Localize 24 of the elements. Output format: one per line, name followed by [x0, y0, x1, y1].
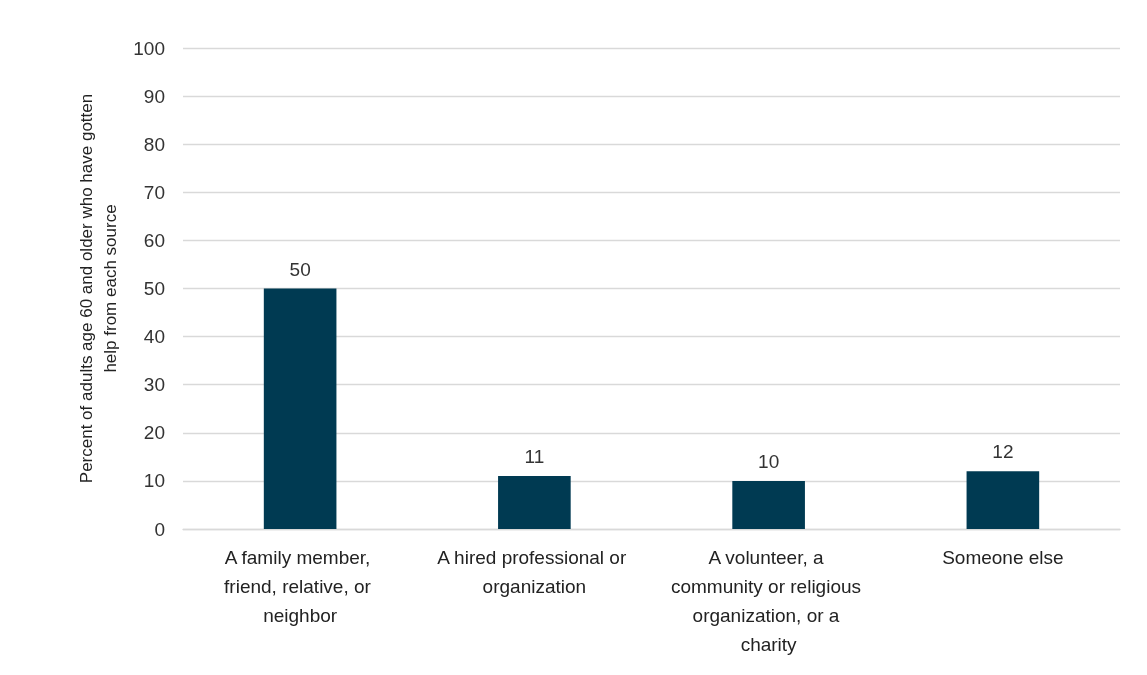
data-label: 11 [524, 446, 545, 468]
x-tick-label: A volunteer, a community or religious organization, or a charity [670, 547, 867, 655]
data-label: 10 [758, 450, 780, 472]
x-tick-label: Someone else [942, 547, 1064, 568]
y-tick-label: 80 [143, 133, 165, 155]
y-tick-label: 70 [143, 181, 165, 203]
bar [732, 480, 805, 529]
bar [498, 476, 571, 529]
y-axis-title: Percent of adults age 60 and older who have gotten help from each source [76, 93, 120, 484]
y-tick-label: 90 [143, 85, 165, 107]
y-tick-label: 60 [143, 229, 165, 251]
bar [263, 288, 337, 529]
y-tick-label: 50 [143, 278, 165, 299]
y-tick-label: 40 [143, 326, 165, 348]
y-tick-label: 100 [133, 37, 165, 59]
y-tick-label: 30 [143, 374, 165, 396]
x-tick-label: A family member, friend, relative, or neighbor [224, 547, 377, 626]
bar [966, 471, 1040, 529]
y-tick-label: 10 [143, 470, 165, 492]
data-label: 12 [992, 441, 1014, 463]
data-label: 50 [289, 258, 311, 280]
y-tick-label: 20 [143, 422, 165, 444]
x-tick-label: A hired professional or organization [437, 547, 632, 597]
y-tick-label: 0 [154, 518, 165, 540]
